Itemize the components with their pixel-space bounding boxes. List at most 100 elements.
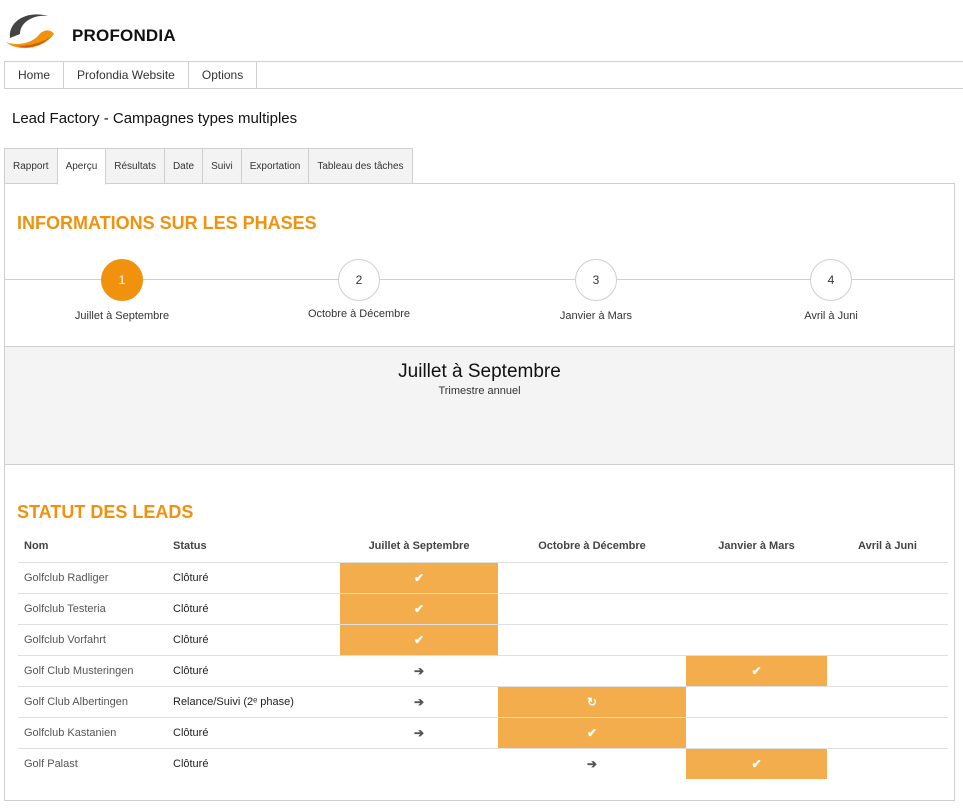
- tab-rapport[interactable]: Rapport: [4, 148, 58, 185]
- lead-status: Clôturé: [173, 655, 340, 687]
- leads-section-title: STATUT DES LEADS: [17, 502, 194, 522]
- tab-apercu[interactable]: Aperçu: [56, 148, 107, 185]
- check-icon: ✔: [413, 602, 425, 616]
- arrow-right-icon: ➔: [413, 664, 425, 678]
- lead-name: Golfclub Radliger: [18, 562, 173, 594]
- tab-exportation[interactable]: Exportation: [240, 148, 310, 185]
- lead-status: Clôturé: [173, 624, 340, 656]
- phase-2-cell: [498, 593, 686, 625]
- phase-4-cell: [827, 624, 948, 656]
- phase-number: 3: [575, 259, 617, 301]
- column-header-status: Status: [173, 540, 207, 552]
- lead-status: Clôturé: [173, 562, 340, 594]
- arrow-right-icon: ➔: [586, 757, 598, 771]
- tab-suivi[interactable]: Suivi: [202, 148, 242, 185]
- brand-name: PROFONDIA: [72, 26, 176, 45]
- tab-resultats[interactable]: Résultats: [105, 148, 165, 185]
- phase-label: Janvier à Mars: [559, 310, 633, 322]
- table-row[interactable]: Golfclub Vorfahrt Clôturé ✔: [18, 624, 948, 656]
- phase-3-cell: [686, 624, 827, 656]
- phase-4-cell: [827, 717, 948, 749]
- check-icon: ✔: [586, 726, 598, 740]
- leads-status-table: Nom Status Juillet à Septembre Octobre à…: [18, 530, 948, 779]
- refresh-icon: ↻: [586, 695, 598, 709]
- phase-1-cell: ➔: [340, 717, 498, 749]
- phase-1-cell: ✔: [340, 624, 498, 656]
- phase-3-cell: ✔: [686, 748, 827, 779]
- phase-4-cell: [827, 562, 948, 594]
- lead-name: Golfclub Testeria: [18, 593, 173, 625]
- phases-section-title: INFORMATIONS SUR LES PHASES: [17, 213, 317, 233]
- phase-timeline-line: [5, 279, 954, 280]
- profondia-logo-icon: [6, 14, 54, 49]
- phase-detail-title: Juillet à Septembre: [398, 361, 561, 382]
- arrow-right-icon: ➔: [413, 695, 425, 709]
- phase-4-cell: [827, 593, 948, 625]
- column-header-phase-4: Avril à Juni: [858, 540, 917, 552]
- phase-number: 4: [810, 259, 852, 301]
- phase-number: 1: [101, 259, 143, 301]
- lead-status: Relance/Suivi (2ᵉ phase): [173, 686, 340, 718]
- phase-2-cell: [498, 562, 686, 594]
- phase-detail-box: Juillet à Septembre Trimestre annuel: [5, 346, 954, 465]
- phase-label: Octobre à Décembre: [307, 308, 411, 320]
- table-row[interactable]: Golf Club Musteringen Clôturé ➔ ✔: [18, 655, 948, 687]
- phase-step-2[interactable]: 2 Octobre à Décembre: [259, 259, 459, 320]
- phase-2-cell: ↻: [498, 686, 686, 718]
- phase-1-cell: ➔: [340, 655, 498, 687]
- column-header-phase-3: Janvier à Mars: [718, 540, 795, 552]
- lead-name: Golf Palast: [18, 748, 173, 779]
- top-nav: Home Profondia Website Options: [4, 61, 963, 89]
- phase-3-cell: ✔: [686, 655, 827, 687]
- nav-item-home[interactable]: Home: [4, 62, 65, 88]
- phase-3-cell: [686, 717, 827, 749]
- lead-status: Clôturé: [173, 717, 340, 749]
- phase-label: Avril à Juni: [804, 310, 858, 322]
- phase-4-cell: [827, 655, 948, 687]
- check-icon: ✔: [751, 664, 762, 678]
- column-header-phase-1: Juillet à Septembre: [368, 540, 470, 552]
- column-header-phase-2: Octobre à Décembre: [538, 540, 646, 552]
- phase-2-cell: [498, 655, 686, 687]
- phase-2-cell: ✔: [498, 717, 686, 749]
- phase-4-cell: [827, 686, 948, 718]
- phase-2-cell: ➔: [498, 748, 686, 779]
- check-icon: ✔: [751, 757, 762, 771]
- lead-status: Clôturé: [173, 593, 340, 625]
- phase-2-cell: [498, 624, 686, 656]
- phase-3-cell: [686, 562, 827, 594]
- table-row[interactable]: Golf Palast Clôturé ➔ ✔: [18, 748, 948, 779]
- tab-date[interactable]: Date: [163, 148, 204, 185]
- table-header-row: Nom Status Juillet à Septembre Octobre à…: [18, 530, 948, 563]
- table-row[interactable]: Golfclub Testeria Clôturé ✔: [18, 593, 948, 625]
- phase-1-cell: ✔: [340, 593, 498, 625]
- phase-3-cell: [686, 686, 827, 718]
- column-header-nom: Nom: [24, 540, 49, 552]
- nav-item-options[interactable]: Options: [187, 62, 258, 88]
- table-row[interactable]: Golfclub Radliger Clôturé ✔: [18, 562, 948, 594]
- overview-panel: INFORMATIONS SUR LES PHASES 1 Juillet à …: [4, 183, 955, 801]
- table-row[interactable]: Golfclub Kastanien Clôturé ➔ ✔: [18, 717, 948, 749]
- lead-name: Golf Club Albertingen: [18, 686, 173, 718]
- lead-status: Clôturé: [173, 748, 340, 779]
- lead-name: Golfclub Vorfahrt: [18, 624, 173, 656]
- lead-name: Golfclub Kastanien: [18, 717, 173, 749]
- check-icon: ✔: [413, 571, 425, 585]
- phase-label: Juillet à Septembre: [74, 310, 170, 322]
- phase-3-cell: [686, 593, 827, 625]
- brand-logo[interactable]: PROFONDIA: [4, 8, 184, 52]
- phase-step-4[interactable]: 4 Avril à Juni: [731, 259, 931, 322]
- phase-1-cell: ➔: [340, 686, 498, 718]
- nav-item-profondia-website[interactable]: Profondia Website: [63, 62, 189, 88]
- phase-step-3[interactable]: 3 Janvier à Mars: [496, 259, 696, 322]
- tab-tableau-des-taches[interactable]: Tableau des tâches: [308, 148, 413, 185]
- phase-detail-subtitle: Trimestre annuel: [438, 385, 521, 397]
- phase-step-1[interactable]: 1 Juillet à Septembre: [22, 259, 222, 322]
- lead-name: Golf Club Musteringen: [18, 655, 173, 687]
- phase-1-cell: [340, 748, 498, 779]
- phase-number: 2: [338, 259, 380, 301]
- leads-table-body: Golfclub Radliger Clôturé ✔ Golfclub Tester…: [18, 562, 948, 779]
- table-row[interactable]: Golf Club Albertingen Relance/Suivi (2ᵉ p…: [18, 686, 948, 718]
- page-title: Lead Factory - Campagnes types multiples: [12, 110, 298, 127]
- phase-4-cell: [827, 748, 948, 779]
